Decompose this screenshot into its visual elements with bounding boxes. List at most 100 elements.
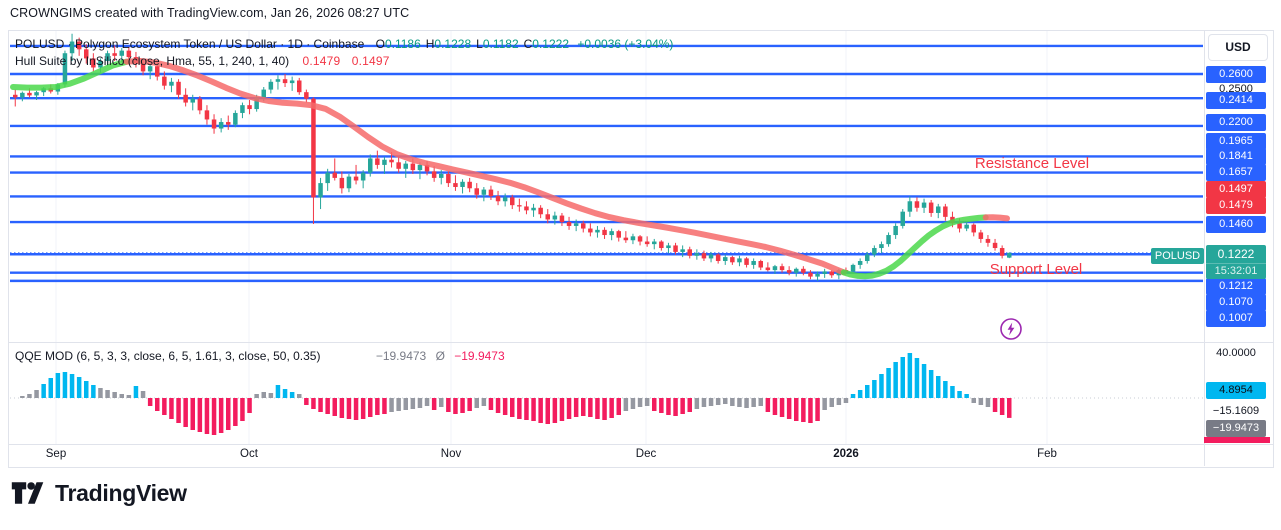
qqe-histogram-bar — [460, 398, 465, 413]
qqe-histogram-bar — [829, 398, 834, 407]
candle-body — [857, 261, 863, 265]
qqe-histogram-bar — [723, 398, 728, 404]
candle-body — [538, 207, 543, 215]
candle-body — [218, 122, 224, 129]
qqe-histogram-bar — [247, 398, 252, 413]
time-axis[interactable]: Sep Oct Nov Dec 2026 Feb — [9, 445, 1204, 467]
qqe-histogram-bar — [396, 398, 401, 411]
flash-boost-icon[interactable] — [999, 317, 1023, 341]
qqe-histogram-bar — [389, 398, 394, 412]
qqe-histogram-bar — [850, 394, 856, 398]
qqe-histogram-bar — [886, 368, 891, 398]
hull-value-2: 0.1497 — [351, 54, 390, 68]
candle-body — [27, 92, 32, 96]
candle-body — [737, 258, 742, 263]
candle-body — [552, 215, 558, 220]
candle-body — [119, 50, 124, 56]
qqe-histogram-bar — [630, 398, 636, 409]
candle-body — [708, 254, 714, 259]
qqe-histogram-bar — [914, 358, 920, 398]
candle-body — [865, 254, 870, 262]
candle-body — [240, 105, 245, 113]
candle-body — [126, 50, 132, 58]
currency-unit-button[interactable]: USD — [1208, 34, 1268, 61]
qqe-histogram-bar — [772, 398, 778, 415]
candle-body — [226, 122, 231, 125]
price-scale-separator[interactable] — [1204, 31, 1205, 466]
qqe-histogram-bar — [588, 398, 593, 417]
candle-body — [488, 189, 494, 197]
qqe-histogram-bar — [566, 398, 572, 419]
qqe-histogram-bar — [531, 398, 536, 421]
qqe-histogram-bar — [737, 398, 742, 407]
candle-body — [687, 249, 692, 256]
qqe-current-level-strip — [1204, 437, 1270, 443]
bar-countdown: 15:32:01 — [1206, 263, 1266, 278]
candle-body — [765, 267, 771, 271]
hull-suite-legend[interactable]: Hull Suite by InSilico (close, Hma, 55, … — [15, 53, 390, 69]
qqe-mod-title: QQE MOD (6, 5, 3, 3, close, 6, 5, 1.61, … — [15, 349, 321, 363]
candle-body — [900, 211, 905, 226]
candle-body — [190, 98, 195, 103]
candle-body — [368, 158, 373, 173]
candle-body — [1007, 252, 1012, 258]
candle-body — [474, 188, 479, 195]
candle-body — [375, 158, 380, 165]
candle-body — [98, 61, 103, 68]
qqe-histogram-bar — [659, 398, 664, 413]
qqe-histogram-bar — [836, 398, 842, 405]
candle-body — [460, 181, 465, 187]
qqe-histogram-bar — [879, 374, 884, 398]
candle-body — [630, 236, 636, 241]
candle-body — [779, 266, 785, 271]
qqe-histogram-bar — [552, 398, 558, 423]
candle-body — [694, 253, 700, 256]
chart-canvas[interactable] — [9, 31, 1273, 466]
symbol-legend[interactable]: POLUSD · Polygon Ecosystem Token / US Do… — [15, 36, 673, 52]
candle-body — [396, 162, 401, 169]
candle-body — [850, 264, 856, 272]
pane-separator[interactable] — [9, 342, 1273, 343]
candle-body — [744, 258, 749, 265]
candle-body — [261, 89, 266, 98]
qqe-value: −19.9473 — [375, 349, 427, 363]
qqe-histogram-bar — [652, 398, 657, 411]
candle-body — [247, 105, 252, 110]
qqe-histogram-bar — [928, 370, 934, 398]
qqe-histogram-bar — [602, 398, 607, 420]
qqe-histogram-bar — [751, 398, 756, 407]
candle-body — [62, 53, 68, 85]
qqe-histogram-bar — [715, 398, 721, 405]
qqe-histogram-bar — [474, 398, 479, 408]
ohlc-value: 0.1186 — [384, 37, 421, 51]
candle-body — [616, 231, 621, 238]
candle-body — [155, 66, 160, 77]
candle-body — [886, 235, 891, 245]
qqe-histogram-bar — [403, 398, 408, 410]
qqe-mod-legend[interactable]: QQE MOD (6, 5, 3, 3, close, 6, 5, 1.61, … — [15, 348, 505, 364]
candle-body — [659, 241, 664, 249]
qqe-histogram-bar — [1007, 398, 1012, 418]
qqe-histogram-bar — [147, 398, 153, 406]
candle-body — [573, 223, 579, 226]
candle-body — [772, 266, 778, 271]
qqe-histogram-bar — [446, 398, 451, 412]
candle-body — [339, 177, 345, 189]
qqe-histogram-bar — [943, 381, 948, 398]
ohlc-letter: O — [375, 37, 385, 51]
candle-body — [758, 261, 763, 268]
tradingview-logo[interactable]: TradingView — [10, 478, 187, 508]
qqe-histogram-bar — [538, 398, 543, 423]
qqe-histogram-bar — [424, 398, 430, 406]
price-scale-label: 0.1212 — [1206, 277, 1266, 295]
qqe-histogram-bar — [510, 398, 515, 417]
symbol-title: POLUSD · Polygon Ecosystem Token / US Do… — [15, 37, 365, 51]
candle-body — [410, 163, 416, 171]
candle-body — [84, 49, 89, 59]
qqe-histogram-bar — [687, 398, 692, 412]
price-scale-label: 0.1965 — [1206, 132, 1266, 150]
qqe-histogram-bar — [950, 386, 955, 398]
candle-body — [822, 271, 827, 274]
qqe-histogram-bar — [623, 398, 629, 411]
hull-ribbon-segment — [10, 58, 130, 91]
